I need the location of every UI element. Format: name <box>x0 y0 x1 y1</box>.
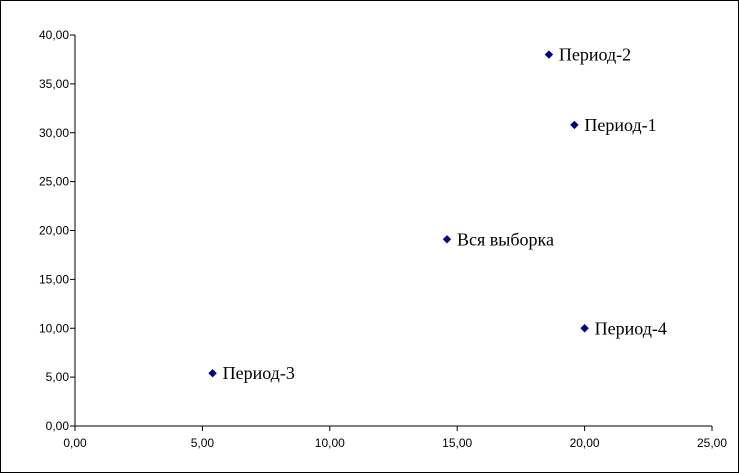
x-tick-label: 10,00 <box>315 436 345 450</box>
data-point-marker <box>208 369 217 378</box>
x-tick-label: 15,00 <box>442 436 472 450</box>
data-point-label: Период-2 <box>559 45 631 65</box>
data-point-label: Период-4 <box>595 318 667 338</box>
y-tick-label: 25,00 <box>39 175 69 189</box>
data-point-label: Период-3 <box>223 363 295 383</box>
data-point-marker <box>570 120 579 130</box>
x-tick-label: 5,00 <box>191 436 215 450</box>
data-point-marker <box>580 324 589 333</box>
y-axis: 0,00 5,00 10,00 15,00 20,00 25,00 30,00 35,00 40… <box>39 28 76 433</box>
data-point-marker <box>442 235 452 244</box>
y-tick-label: 0,00 <box>46 419 70 433</box>
y-tick-label: 5,00 <box>46 370 70 384</box>
x-axis: 0,00 5,00 10,00 15,00 20,00 25,00 <box>63 425 727 450</box>
data-point-marker <box>544 50 554 59</box>
data-point-label: Период-1 <box>584 115 656 135</box>
y-tick-label: 35,00 <box>39 77 69 91</box>
y-tick-label: 15,00 <box>39 272 69 286</box>
y-tick-label: 10,00 <box>39 321 69 335</box>
data-point-label: Вся выборка <box>457 229 554 249</box>
y-tick-label: 20,00 <box>39 224 69 238</box>
x-tick-label: 0,00 <box>63 436 87 450</box>
x-tick-label: 25,00 <box>697 436 727 450</box>
x-tick-label: 20,00 <box>570 436 600 450</box>
data-points: Период-2 Период-1 Вся выборка Период-4 Перио… <box>208 45 667 383</box>
y-tick-label: 30,00 <box>39 126 69 140</box>
y-tick-label: 40,00 <box>39 28 69 42</box>
